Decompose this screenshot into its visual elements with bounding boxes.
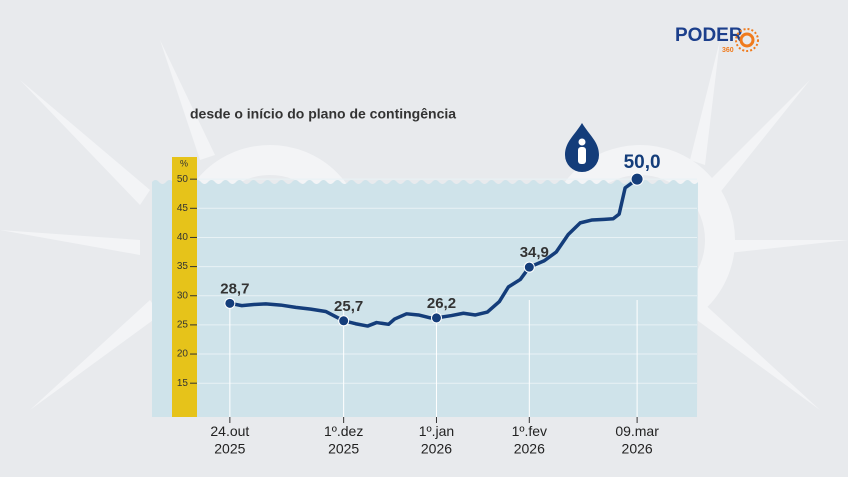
point [523, 261, 535, 273]
y-tick-label: 35 [177, 261, 189, 272]
x-tick-label: 24.out 2025 [210, 423, 249, 457]
y-tick-label: 30 [177, 290, 189, 301]
point [338, 315, 350, 327]
y-unit: % [180, 158, 188, 168]
brand-sub: 360 [722, 47, 734, 54]
y-tick-label: 50 [177, 174, 189, 185]
brand-sun [735, 28, 759, 52]
y-tick-label: 15 [177, 378, 189, 389]
x-tick-label: 1º.dez 2025 [324, 423, 363, 457]
y-tick-label: 40 [177, 232, 189, 243]
y-axis-strip [172, 157, 197, 417]
value-label: 25,7 [334, 298, 363, 315]
y-tick-label: 25 [177, 320, 189, 331]
value-label: 28,7 [220, 280, 249, 297]
value-label: 26,2 [427, 295, 456, 312]
point [430, 312, 442, 324]
value-label: 50,0 [624, 152, 661, 173]
point [224, 297, 236, 309]
y-tick-label: 20 [177, 349, 189, 360]
line [229, 177, 639, 328]
x-tick-label: 1º.jan 2026 [419, 423, 454, 457]
chart-title: desde o início do plano de contingência [190, 106, 456, 122]
water [152, 180, 698, 417]
drop-icon [565, 123, 599, 172]
y-tick-label: 45 [177, 203, 189, 214]
x-tick-label: 09.mar 2026 [615, 423, 659, 457]
point [630, 172, 644, 186]
value-label: 34,9 [520, 244, 549, 261]
x-tick-label: 1º.fev 2026 [512, 423, 547, 457]
brand-name: PODER [675, 25, 743, 46]
